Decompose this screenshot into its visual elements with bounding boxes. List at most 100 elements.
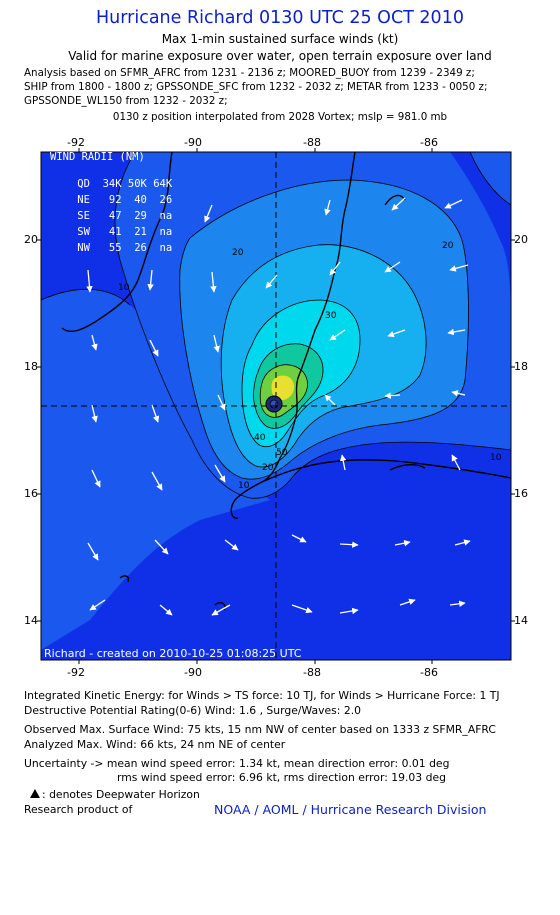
wind-arrow (324, 199, 331, 216)
wind-arrow (214, 464, 226, 483)
contour-lines (41, 152, 511, 499)
lat-label-right: 18 (514, 360, 528, 373)
wind-arrow (154, 539, 169, 555)
contour-label: 20 (262, 463, 274, 473)
wind-arrow (159, 604, 173, 616)
contour-label-group: 10 20 20 30 40 50 10 10 20 (118, 241, 502, 491)
wind-arrow (151, 404, 160, 423)
wind-arrow (329, 329, 346, 341)
deepwater-note: : denotes Deepwater Horizon (42, 788, 200, 801)
storm-eye-icon (269, 399, 279, 409)
created-timestamp: Richard - created on 2010-10-25 01:08:25… (44, 647, 302, 660)
contour-label: 30 (325, 311, 337, 321)
wind-arrow (391, 197, 406, 211)
uncertainty-rms-line: rms wind speed error: 6.96 kt, rms direc… (117, 771, 446, 784)
analysis-line: GPSSONDE_WL150 from 1232 - 2032 z; (24, 95, 228, 107)
wind-radii-cell: na (159, 242, 173, 254)
wind-arrow (451, 390, 466, 397)
lon-label-top: -86 (420, 136, 438, 149)
wind-radii-row: NE 92 40 26 (52, 182, 172, 218)
wind-radii-cell: 26 (134, 242, 147, 254)
contour-line-20 (179, 179, 469, 480)
wind-arrow (447, 328, 466, 336)
lat-label-left: 20 (24, 233, 38, 246)
wind-arrow (149, 339, 159, 357)
wind-radii-cell: 21 (134, 226, 147, 238)
ike-line: Integrated Kinetic Energy: for Winds > T… (24, 689, 500, 702)
wind-radii-row: SW 41 21 na (52, 214, 172, 250)
wind-arrow (87, 542, 99, 561)
coastline-campeche (61, 152, 173, 332)
wind-arrow (454, 539, 471, 546)
contour-line-10-ne (469, 152, 511, 206)
contour-line-30 (220, 244, 427, 468)
lon-label-bottom: -88 (303, 666, 321, 679)
wind-arrow (324, 394, 336, 406)
lat-label-right: 20 (514, 233, 528, 246)
contour-label: 20 (232, 248, 244, 258)
wind-arrow (86, 269, 93, 293)
wind-radii-row: NW 55 26 na (52, 230, 172, 266)
contour-band-10-ne (470, 152, 511, 205)
wind-radii-header-cell: 64K (153, 178, 173, 190)
analysis-line: Analysis based on SFMR_AFRC from 1231 - … (24, 67, 475, 79)
wind-arrow (329, 261, 341, 276)
wind-vectors (86, 197, 471, 616)
wind-arrow (399, 598, 416, 606)
wind-arrow (384, 261, 401, 273)
wind-arrow (147, 269, 154, 291)
wind-radii-cell: 92 (108, 194, 122, 206)
lon-label-bottom: -90 (184, 666, 202, 679)
wind-arrow (89, 599, 106, 611)
noaa-credit-link[interactable]: NOAA / AOML / Hurricane Research Divisio… (214, 802, 487, 817)
wind-radii-cell: na (159, 210, 173, 222)
lon-label-top: -90 (184, 136, 202, 149)
wind-arrow (265, 274, 278, 289)
coastline-gulf-honduras (230, 481, 263, 519)
wind-arrow (384, 392, 401, 399)
coastline-yucatan-belize (261, 152, 356, 483)
lat-label-left: 14 (24, 614, 38, 627)
wind-radii-cell: NE (77, 194, 90, 206)
wind-arrow (213, 334, 220, 353)
wind-arrow (444, 199, 463, 209)
wind-radii-cell: 40 (134, 194, 147, 206)
coastlines (61, 152, 511, 611)
contour-label: 50 (276, 448, 288, 458)
lon-label-bottom: -92 (67, 666, 85, 679)
analysis-line: SHIP from 1800 - 1800 z; GPSSONDE_SFC fr… (24, 81, 488, 93)
contour-line-10 (114, 152, 511, 499)
lon-label-top: -92 (67, 136, 85, 149)
wind-radii-header: QD 34K 50K 64K (52, 166, 172, 202)
wind-radii-header-cell: 50K (127, 178, 147, 190)
wind-radii-cell: 55 (108, 242, 122, 254)
wind-arrow (449, 264, 469, 272)
wind-radii-cell: SE (77, 210, 90, 222)
wind-radii-cell: na (159, 226, 173, 238)
wind-radii-cell: 26 (159, 194, 173, 206)
wind-arrow (449, 600, 466, 607)
wind-radii-row: SE 47 29 na (52, 198, 172, 234)
lat-label-left: 18 (24, 360, 38, 373)
lon-label-top: -88 (303, 136, 321, 149)
wind-arrow (394, 539, 411, 547)
wind-radii-header-cell: QD (77, 178, 90, 190)
lat-label-right: 14 (514, 614, 528, 627)
contour-band-64 (271, 375, 295, 401)
wind-radii-header-cell: 34K (102, 178, 122, 190)
wind-arrow (91, 334, 98, 351)
wind-arrow (387, 329, 406, 338)
wind-arrow (291, 534, 307, 543)
wind-arrow (339, 607, 359, 615)
analysis-sources: Analysis based on SFMR_AFRC from 1231 - … (24, 66, 487, 108)
wind-arrow (339, 541, 359, 548)
wind-arrow (451, 454, 461, 471)
wind-radii-cell: 41 (108, 226, 122, 238)
validity-note: Valid for marine exposure over water, op… (68, 49, 492, 63)
coastline-islet (119, 575, 130, 583)
wind-radii-cell: SW (77, 226, 90, 238)
contour-label: 20 (442, 241, 454, 251)
wind-arrow (151, 471, 163, 491)
wind-arrow (224, 539, 239, 551)
